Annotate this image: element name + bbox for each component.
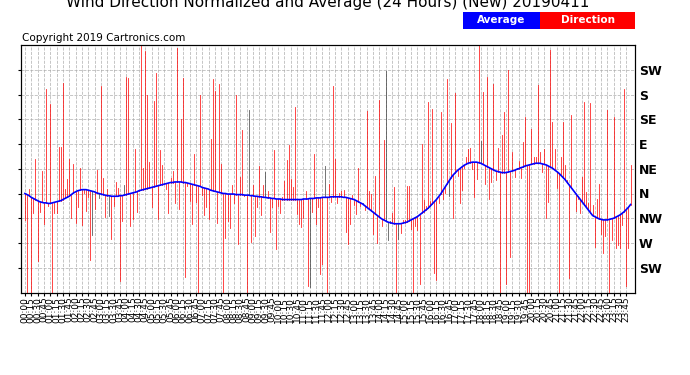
Title: Wind Direction Normalized and Average (24 Hours) (New) 20190411: Wind Direction Normalized and Average (2… [66, 0, 589, 10]
Text: Copyright 2019 Cartronics.com: Copyright 2019 Cartronics.com [22, 33, 186, 42]
